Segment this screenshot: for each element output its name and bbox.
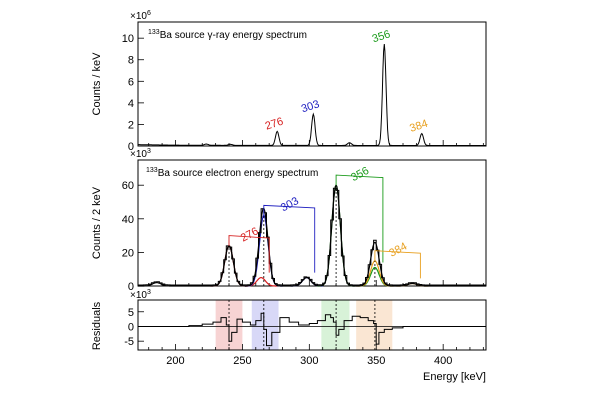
gamma-y-label: Counts / keV (91, 52, 103, 116)
gamma-title: 133Ba source γ-ray energy spectrum (148, 29, 307, 41)
gamma-frame (137, 21, 487, 147)
electron-peak-label: 276 (239, 225, 261, 244)
electron-panel: 0 20 40 60 276 303 356 384 133Ba source electr… (91, 148, 487, 293)
residuals-y-tick-label: 0 (128, 321, 134, 333)
x-tick-label: 250 (233, 355, 251, 367)
gamma-spectrum-line (138, 44, 486, 146)
electron-y-exponent-base: ×10 (130, 149, 147, 160)
peak-bracket (374, 250, 421, 279)
electron-spectrum-line (138, 187, 486, 286)
electron-y-ticks: 0 20 40 60 (122, 180, 144, 293)
electron-y-exponent: ×103 (130, 148, 151, 160)
x-axis-label: Energy [keV] (423, 371, 486, 383)
residuals-x-ticks: 200 250 300 350 400 (148, 344, 484, 367)
residuals-frame (137, 299, 487, 351)
electron-title: 133Ba source electron energy spectrum (146, 167, 318, 179)
electron-peak-label: 356 (349, 165, 371, 184)
gamma-peak-label: 303 (300, 98, 321, 115)
gamma-y-tick-label: 8 (128, 55, 134, 67)
electron-title-sup: 133 (146, 167, 158, 174)
gamma-y-tick-label: 2 (128, 119, 134, 131)
electron-peak-label: 303 (279, 195, 301, 214)
electron-fit-curves (138, 184, 486, 287)
x-tick-label: 300 (300, 355, 318, 367)
total-fit-curve (138, 184, 486, 287)
residuals-y-exponent-power: 3 (147, 289, 151, 296)
residuals-y-tick-label: -5 (124, 336, 134, 348)
gamma-y-exponent: ×106 (130, 10, 151, 22)
residuals-y-exponent: ×103 (130, 289, 151, 301)
x-tick-label: 350 (367, 355, 385, 367)
gamma-title-sup: 133 (148, 29, 160, 36)
gamma-peak-labels: 276 303 356 384 (264, 28, 430, 135)
gamma-y-tick-label: 10 (122, 33, 134, 45)
residuals-y-ticks: -5 0 5 (124, 307, 144, 348)
peak-bracket (263, 204, 316, 273)
residual-line (138, 312, 486, 347)
gamma-peak-label: 276 (264, 116, 285, 133)
electron-title-rest: Ba source electron energy spectrum (158, 168, 319, 179)
x-tick-label: 200 (166, 355, 184, 367)
residuals-panel: -5 0 5 200 250 300 350 400 ×103 Residuals Ener… (91, 289, 487, 383)
residual-band (321, 300, 350, 350)
x-tick-label: 400 (434, 355, 452, 367)
gamma-panel: 0 2 4 6 8 10 276 303 356 384 133Ba source γ-ray … (91, 10, 487, 153)
peak-bracket (228, 235, 270, 273)
electron-y-tick-label: 0 (128, 281, 134, 293)
electron-frame (137, 159, 487, 287)
electron-peak-label: 384 (387, 240, 409, 259)
gamma-x-ticks (148, 140, 484, 146)
residuals-y-tick-label: 5 (128, 307, 134, 319)
electron-dashed-lines (228, 185, 376, 286)
electron-y-label: Counts / 2 keV (91, 186, 103, 259)
electron-y-tick-label: 20 (122, 247, 134, 259)
peak-bracket (335, 174, 384, 263)
electron-y-tick-label: 60 (122, 180, 134, 192)
gamma-y-tick-label: 4 (128, 98, 134, 110)
gamma-y-exponent-power: 6 (147, 10, 151, 17)
residual-band (356, 300, 393, 350)
gamma-y-tick-label: 6 (128, 76, 134, 88)
gamma-title-rest: Ba source γ-ray energy spectrum (160, 30, 307, 41)
gamma-y-ticks: 0 2 4 6 8 10 (122, 33, 144, 153)
residuals-y-label: Residuals (91, 301, 103, 350)
residuals-y-exponent-base: ×10 (130, 290, 147, 301)
gamma-peak-label: 356 (371, 28, 392, 45)
gamma-peak-label: 384 (408, 118, 429, 135)
gamma-y-exponent-base: ×10 (130, 11, 147, 22)
electron-y-exponent-power: 3 (147, 148, 151, 155)
electron-y-tick-label: 40 (122, 214, 134, 226)
gamma-y-tick-label: 0 (128, 141, 134, 153)
